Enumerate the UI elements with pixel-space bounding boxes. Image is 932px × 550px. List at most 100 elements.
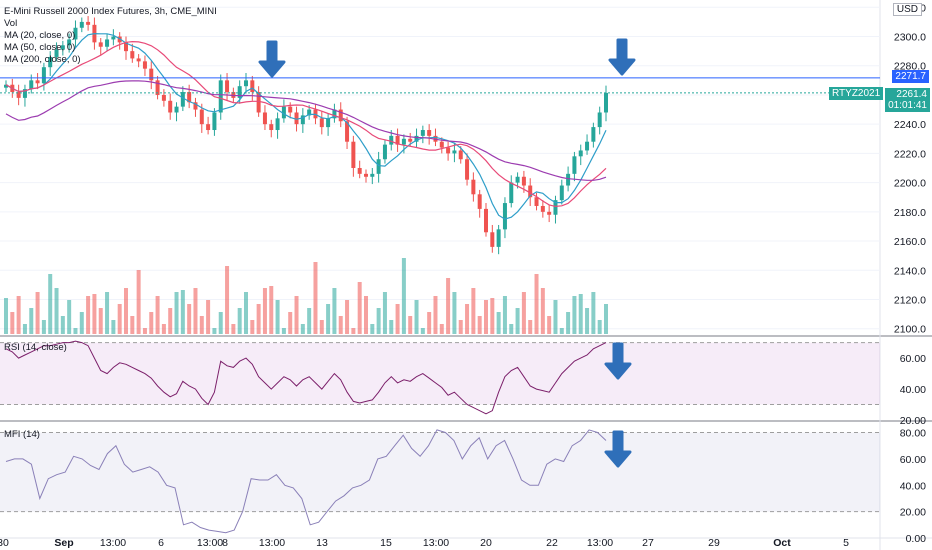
candle-body [528,185,533,198]
candle-body [269,124,274,131]
candle-body [420,130,425,136]
volume-bar [149,312,154,334]
volume-bar [414,300,419,334]
volume-bar [408,316,413,334]
volume-bar [206,300,211,334]
mfi-tick-label: 80.00 [900,428,926,440]
price-tick-label: 2240.0 [894,119,926,131]
price-tick-label: 2160.0 [894,236,926,248]
candle-body [225,80,230,93]
volume-bar [364,296,368,334]
time-tick-label: 22 [546,537,558,549]
candle-body [408,138,413,142]
time-tick-label: 13:00 [423,537,449,549]
time-tick-label: Sep [54,537,73,549]
volume-bar [477,316,482,334]
candle-body [48,56,53,68]
candle-body [439,141,444,148]
bar-countdown: 01:01:41 [888,100,927,111]
volume-bar [528,320,533,334]
time-tick-label: 30 [0,537,9,549]
volume-bar [471,288,476,334]
candle-body [250,80,255,93]
volume-bar [244,292,248,334]
volume-bar [566,312,571,334]
candle-body [389,135,394,145]
candle-body [540,205,545,212]
candle-body [604,92,608,113]
volume-bar [250,320,255,334]
symbol-tag: RTYZ2021 [829,87,884,100]
candle-body [338,109,343,122]
candle-body [401,138,406,145]
volume-bar [382,292,387,334]
volume-bar [22,324,27,334]
volume-bar [41,320,46,334]
candle-body [136,58,141,62]
candle-body [597,112,602,128]
candle-body [427,130,432,136]
volume-bar [193,288,198,334]
volume-bar [427,312,432,334]
candle-body [262,112,267,125]
volume-bar [509,324,514,334]
volume-bar [168,308,173,334]
time-tick-label: 5 [843,537,849,549]
volume-bar [161,324,166,334]
volume-bar [540,288,545,334]
volume-bar [458,320,463,334]
volume-bar [199,316,204,334]
candle-body [35,80,40,84]
candle-body [67,39,72,46]
down-arrow-icon [258,40,286,78]
candle-body [41,67,46,84]
time-tick-label: 8 [222,537,228,549]
candle-body [471,179,476,195]
currency-badge[interactable]: USD [892,3,922,16]
candle-body [382,144,387,160]
candle-body [326,118,331,128]
rsi-tick-label: 60.00 [900,353,926,365]
candle-body [547,211,552,215]
volume-bar [446,278,451,334]
candle-body [86,21,91,25]
candle-body [187,92,192,103]
candle-body [395,135,400,145]
candle-body [111,36,116,40]
mfi-tick-label: 20.00 [900,507,926,519]
volume-bar [142,328,147,334]
candle-body [465,159,470,180]
time-tick-label: 29 [708,537,720,549]
price-tick-label: 2120.0 [894,294,926,306]
candle-body [370,173,375,177]
candle-body [54,49,59,57]
candle-body [206,124,211,131]
candle-body [244,80,248,87]
volume-bar [73,328,78,334]
candle-body [60,45,65,50]
rsi-band [0,342,880,405]
ma20-legend: MA (20, close, 0) [4,30,76,41]
volume-bar [559,328,564,334]
volume-bar [591,292,596,334]
candle-body [275,118,280,131]
volume-bar [29,308,34,334]
volume-bar [48,274,53,334]
down-arrow-icon [604,430,632,468]
volume-bar [92,294,97,334]
volume-bar [326,304,331,334]
time-tick-label: 13:00 [100,537,126,549]
candle-body [364,173,368,177]
candle-body [281,106,286,119]
volume-bar [212,328,217,334]
candle-body [559,185,564,201]
time-tick-label: 15 [380,537,392,549]
volume-bar [237,308,242,334]
candle-body [521,176,526,186]
volume-bar [389,320,394,334]
volume-bar [79,312,84,334]
candle-body [174,106,179,113]
volume-bar [313,262,318,334]
candle-body [357,168,362,174]
